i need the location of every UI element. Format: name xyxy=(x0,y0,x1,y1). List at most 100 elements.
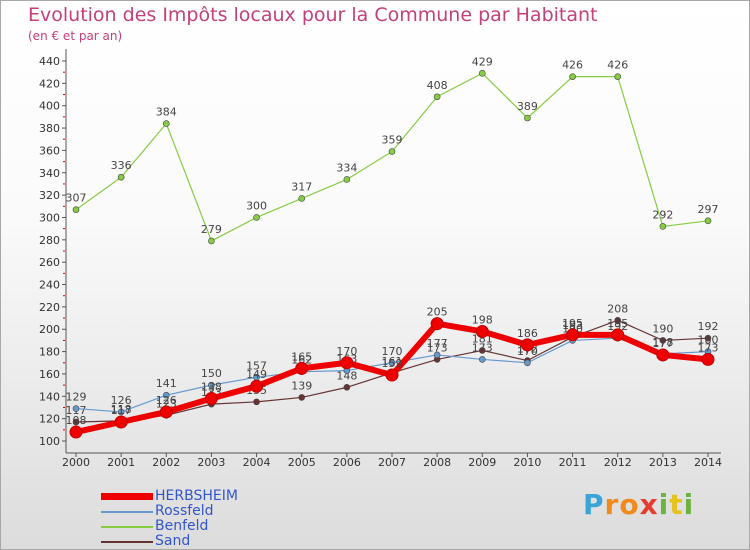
logo-letter: r xyxy=(604,488,620,521)
data-label-benfeld: 336 xyxy=(111,159,132,172)
data-label-rossfeld: 173 xyxy=(472,341,493,354)
data-label-rossfeld: 126 xyxy=(111,394,132,407)
data-label-benfeld: 389 xyxy=(517,100,538,113)
data-label-rossfeld: 141 xyxy=(156,377,177,390)
data-point-rossfeld xyxy=(72,405,80,412)
data-label-benfeld: 426 xyxy=(607,59,628,72)
y-tick-label: 420 xyxy=(39,77,60,90)
data-label-herbsheim: 170 xyxy=(336,345,357,358)
data-point-herbsheim xyxy=(385,368,399,382)
data-label-rossfeld: 177 xyxy=(427,337,448,350)
data-point-benfeld xyxy=(72,206,80,213)
x-tick-label: 2013 xyxy=(649,456,677,469)
y-tick-label: 300 xyxy=(39,211,60,224)
data-label-herbsheim: 205 xyxy=(427,306,448,319)
data-point-sand xyxy=(72,418,80,426)
logo-letter: P xyxy=(583,488,605,521)
legend-swatch xyxy=(101,540,153,543)
data-point-rossfeld xyxy=(433,351,441,359)
data-point-herbsheim xyxy=(566,328,580,342)
data-label-sand: 123 xyxy=(156,397,177,410)
data-point-benfeld xyxy=(117,173,125,181)
data-point-herbsheim xyxy=(295,361,309,375)
x-tick-label: 2014 xyxy=(694,456,722,469)
data-label-rossfeld: 178 xyxy=(652,336,673,349)
y-tick-label: 340 xyxy=(39,167,60,180)
data-label-sand: 192 xyxy=(698,320,719,333)
data-point-benfeld xyxy=(614,73,622,80)
data-point-sand xyxy=(298,394,306,401)
data-label-herbsheim: 149 xyxy=(246,368,267,381)
y-tick-label: 160 xyxy=(39,368,60,381)
data-label-rossfeld: 157 xyxy=(246,359,267,372)
data-label-herbsheim: 177 xyxy=(652,337,673,350)
data-point-herbsheim xyxy=(204,392,218,406)
legend-swatch xyxy=(101,510,153,513)
y-tick-label: 320 xyxy=(39,189,60,202)
chart-legend: HERBSHEIM Rossfeld Benfeld Sand xyxy=(101,489,238,549)
data-label-rossfeld: 162 xyxy=(291,354,312,367)
x-tick-label: 2005 xyxy=(288,456,316,469)
data-label-rossfeld: 192 xyxy=(607,320,628,333)
data-label-sand: 190 xyxy=(652,322,673,335)
y-tick-label: 280 xyxy=(39,234,60,247)
data-label-benfeld: 297 xyxy=(698,203,719,216)
data-label-benfeld: 300 xyxy=(246,199,267,212)
y-tick-label: 220 xyxy=(39,301,60,314)
data-label-benfeld: 429 xyxy=(472,55,493,68)
x-tick-label: 2006 xyxy=(333,456,361,469)
data-label-sand: 148 xyxy=(336,369,357,382)
data-label-benfeld: 359 xyxy=(382,134,403,147)
data-point-herbsheim xyxy=(701,352,715,366)
data-point-herbsheim xyxy=(250,379,264,393)
data-label-herbsheim: 126 xyxy=(156,394,177,407)
data-label-herbsheim: 186 xyxy=(517,327,538,340)
legend-label: Rossfeld xyxy=(155,503,214,519)
data-label-benfeld: 334 xyxy=(336,161,357,174)
data-point-benfeld xyxy=(388,148,396,155)
data-point-benfeld xyxy=(478,69,486,77)
data-point-herbsheim xyxy=(520,338,534,352)
legend-label: Benfeld xyxy=(155,518,209,534)
data-label-benfeld: 426 xyxy=(562,59,583,72)
y-tick-label: 260 xyxy=(39,256,60,269)
y-tick-label: 100 xyxy=(39,435,60,448)
legend-swatch xyxy=(101,493,153,500)
data-point-herbsheim xyxy=(159,405,173,419)
data-point-benfeld xyxy=(253,214,260,221)
y-tick-label: 380 xyxy=(39,122,60,135)
data-label-herbsheim: 195 xyxy=(562,317,583,330)
legend-label: Sand xyxy=(155,533,191,549)
data-label-sand: 208 xyxy=(607,302,628,315)
data-label-herbsheim: 165 xyxy=(291,350,312,363)
y-tick-label: 200 xyxy=(39,323,60,336)
data-label-herbsheim: 195 xyxy=(607,317,628,330)
x-tick-label: 2002 xyxy=(152,456,180,469)
data-label-herbsheim: 108 xyxy=(66,414,87,427)
data-label-herbsheim: 159 xyxy=(382,357,403,370)
x-tick-label: 2010 xyxy=(513,456,541,469)
data-point-herbsheim xyxy=(430,317,444,331)
data-point-rossfeld xyxy=(117,408,125,416)
data-point-benfeld xyxy=(343,176,351,183)
data-label-sand: 139 xyxy=(291,379,312,392)
x-tick-label: 2003 xyxy=(197,456,225,469)
y-tick-label: 180 xyxy=(39,346,60,359)
data-label-rossfeld: 170 xyxy=(382,345,403,358)
data-point-rossfeld xyxy=(162,391,170,399)
data-point-herbsheim xyxy=(69,425,83,439)
data-label-rossfeld: 150 xyxy=(201,367,222,380)
data-label-benfeld: 408 xyxy=(427,79,448,92)
data-label-herbsheim: 117 xyxy=(111,404,132,417)
data-label-benfeld: 279 xyxy=(201,223,222,236)
data-label-rossfeld: 180 xyxy=(698,334,719,347)
legend-item-sand: Sand xyxy=(101,534,238,549)
data-point-sand xyxy=(343,384,351,391)
chart-title: Evolution des Impôts locaux pour la Comm… xyxy=(28,4,598,26)
legend-item-rossfeld: Rossfeld xyxy=(101,504,238,519)
data-label-herbsheim: 173 xyxy=(698,341,719,354)
data-point-herbsheim xyxy=(340,356,354,370)
data-label-herbsheim: 198 xyxy=(472,313,493,326)
x-tick-label: 2011 xyxy=(559,456,587,469)
